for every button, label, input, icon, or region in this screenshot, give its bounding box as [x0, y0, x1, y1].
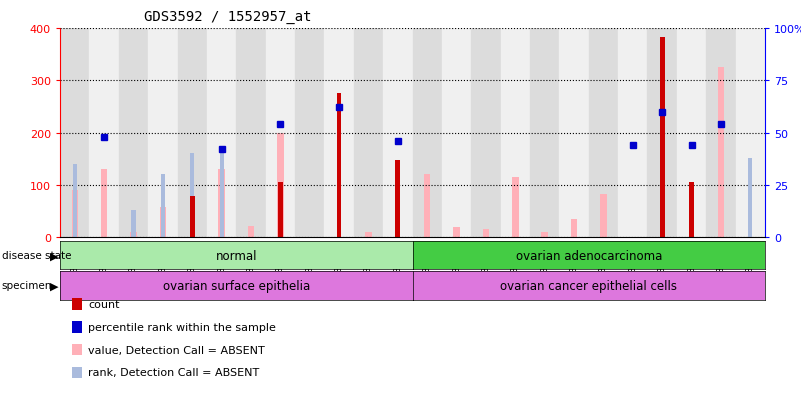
Bar — [71, 190, 78, 237]
Bar — [101, 170, 107, 237]
Bar — [236, 29, 266, 237]
Bar — [718, 68, 724, 237]
Bar — [706, 29, 735, 237]
Bar — [571, 219, 578, 237]
Text: ovarian adenocarcinoma: ovarian adenocarcinoma — [516, 249, 662, 262]
Bar — [748, 158, 752, 237]
Bar — [541, 232, 548, 237]
Bar — [600, 195, 606, 237]
Bar — [159, 207, 166, 237]
Bar — [219, 150, 223, 237]
Bar — [530, 29, 559, 237]
Bar — [219, 170, 225, 237]
Bar — [73, 164, 77, 237]
Bar — [365, 232, 372, 237]
Text: ▶: ▶ — [50, 251, 58, 261]
Text: value, Detection Call = ABSENT: value, Detection Call = ABSENT — [88, 345, 265, 355]
Bar — [512, 178, 518, 237]
Bar — [677, 29, 706, 237]
Bar — [90, 29, 119, 237]
Bar — [190, 154, 195, 237]
Bar — [207, 29, 236, 237]
Bar — [471, 29, 501, 237]
Bar — [453, 227, 460, 237]
Text: specimen: specimen — [2, 281, 52, 291]
Bar — [354, 29, 383, 237]
Bar — [148, 29, 178, 237]
Bar — [660, 38, 665, 237]
Bar — [131, 232, 137, 237]
Bar — [336, 94, 341, 237]
Text: rank, Detection Call = ABSENT: rank, Detection Call = ABSENT — [88, 368, 260, 377]
Bar — [295, 29, 324, 237]
Text: count: count — [88, 299, 119, 309]
Text: disease state: disease state — [2, 251, 71, 261]
Bar — [383, 29, 413, 237]
Bar — [324, 29, 354, 237]
Bar — [413, 29, 442, 237]
Bar — [60, 29, 90, 237]
Bar — [190, 197, 195, 237]
Bar — [442, 29, 471, 237]
Text: percentile rank within the sample: percentile rank within the sample — [88, 322, 276, 332]
Bar — [178, 29, 207, 237]
Bar — [735, 29, 765, 237]
Bar — [396, 160, 400, 237]
Bar — [248, 226, 254, 237]
Bar — [501, 29, 530, 237]
Bar — [559, 29, 589, 237]
Text: ▶: ▶ — [50, 281, 58, 291]
Text: normal: normal — [215, 249, 257, 262]
Bar — [589, 29, 618, 237]
Text: GDS3592 / 1552957_at: GDS3592 / 1552957_at — [144, 10, 312, 24]
Bar — [277, 133, 284, 237]
Bar — [266, 29, 295, 237]
Text: ovarian surface epithelia: ovarian surface epithelia — [163, 279, 310, 292]
Bar — [278, 183, 283, 237]
Bar — [161, 175, 165, 237]
Bar — [424, 175, 430, 237]
Bar — [618, 29, 647, 237]
Bar — [131, 210, 135, 237]
Bar — [647, 29, 677, 237]
Bar — [119, 29, 148, 237]
Text: ovarian cancer epithelial cells: ovarian cancer epithelial cells — [501, 279, 677, 292]
Bar — [689, 183, 694, 237]
Bar — [483, 230, 489, 237]
